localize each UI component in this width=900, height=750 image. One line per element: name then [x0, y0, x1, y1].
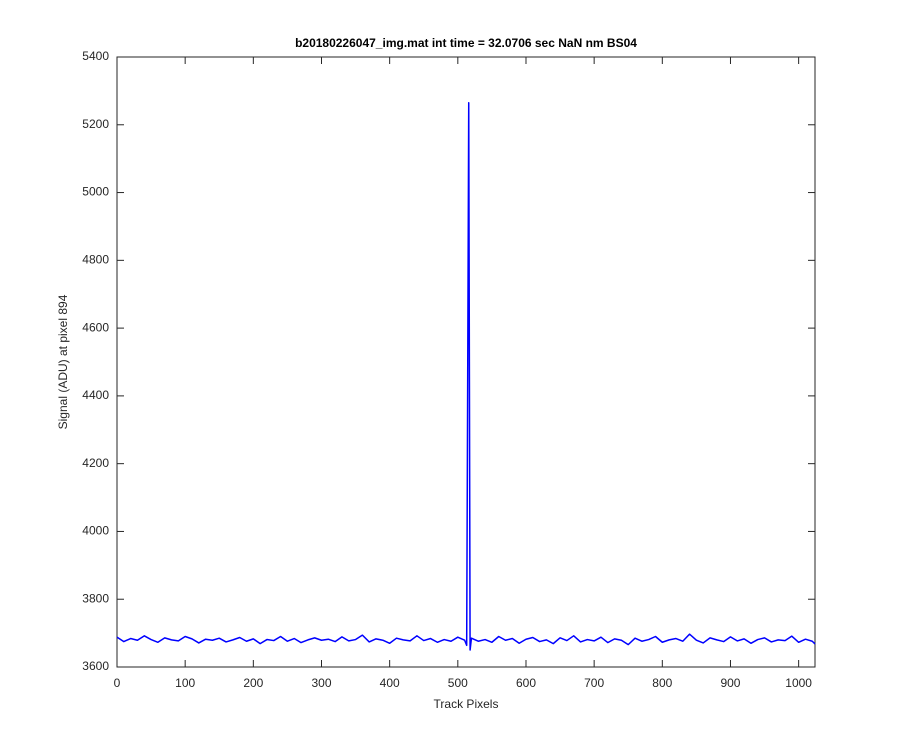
- x-tick-label: 300: [311, 676, 331, 690]
- y-tick-label: 4000: [82, 524, 109, 538]
- y-tick-label: 5400: [82, 49, 109, 63]
- x-tick-label: 400: [380, 676, 400, 690]
- x-axis-label: Track Pixels: [434, 697, 499, 711]
- y-tick-label: 4200: [82, 456, 109, 470]
- y-tick-label: 4800: [82, 253, 109, 267]
- x-tick-label: 600: [516, 676, 536, 690]
- plot-area: [116, 56, 816, 668]
- y-tick-label: 4400: [82, 388, 109, 402]
- y-tick-label: 4600: [82, 320, 109, 334]
- y-tick-label: 3800: [82, 591, 109, 605]
- x-tick-label: 0: [114, 676, 121, 690]
- y-axis-label: Signal (ADU) at pixel 894: [56, 294, 70, 429]
- x-tick-label: 100: [175, 676, 195, 690]
- x-tick-label: 1000: [785, 676, 812, 690]
- y-tick-label: 5200: [82, 117, 109, 131]
- x-tick-label: 200: [243, 676, 263, 690]
- signal-line: [116, 102, 816, 651]
- y-tick-label: 5000: [82, 185, 109, 199]
- chart-title: b20180226047_img.mat int time = 32.0706 …: [295, 36, 637, 50]
- y-tick-label: 3600: [82, 659, 109, 673]
- x-tick-label: 800: [652, 676, 672, 690]
- x-tick-label: 700: [584, 676, 604, 690]
- x-tick-label: 500: [448, 676, 468, 690]
- x-tick-label: 900: [720, 676, 740, 690]
